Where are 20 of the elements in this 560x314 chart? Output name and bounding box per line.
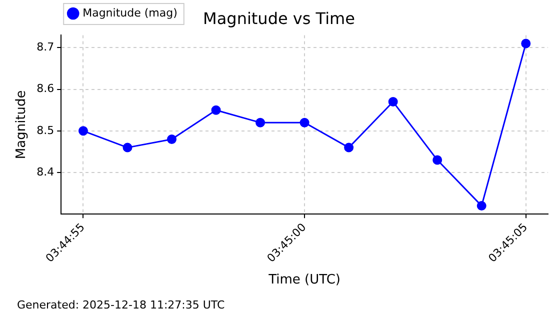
y-tick-label: 8.4 (36, 165, 54, 178)
point (78, 126, 88, 136)
x-axis-title: Time (UTC) (268, 272, 340, 288)
point (211, 105, 221, 115)
text: Generated: 2025-12-18 11:27:35 UTC (17, 298, 226, 312)
point (344, 142, 354, 152)
y-tick-label: 8.7 (36, 40, 54, 54)
y-tick-label: 8.5 (36, 124, 54, 137)
point (256, 118, 266, 128)
point (167, 134, 177, 144)
point (388, 97, 398, 107)
legend-label: Magnitude (mag) (82, 6, 178, 20)
point (300, 118, 310, 128)
chart-title: Magnitude vs Time (203, 8, 355, 28)
point (122, 142, 132, 152)
point (432, 155, 442, 165)
point (476, 201, 486, 211)
y-tick-label: 8.6 (36, 82, 54, 96)
point (521, 38, 531, 48)
y-axis-title: Magnitude (14, 90, 30, 160)
